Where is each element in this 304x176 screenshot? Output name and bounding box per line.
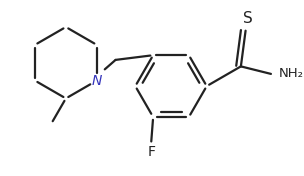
Text: N: N [92,74,102,88]
Text: F: F [147,145,155,159]
Text: S: S [243,11,252,26]
Text: NH₂: NH₂ [278,67,303,80]
